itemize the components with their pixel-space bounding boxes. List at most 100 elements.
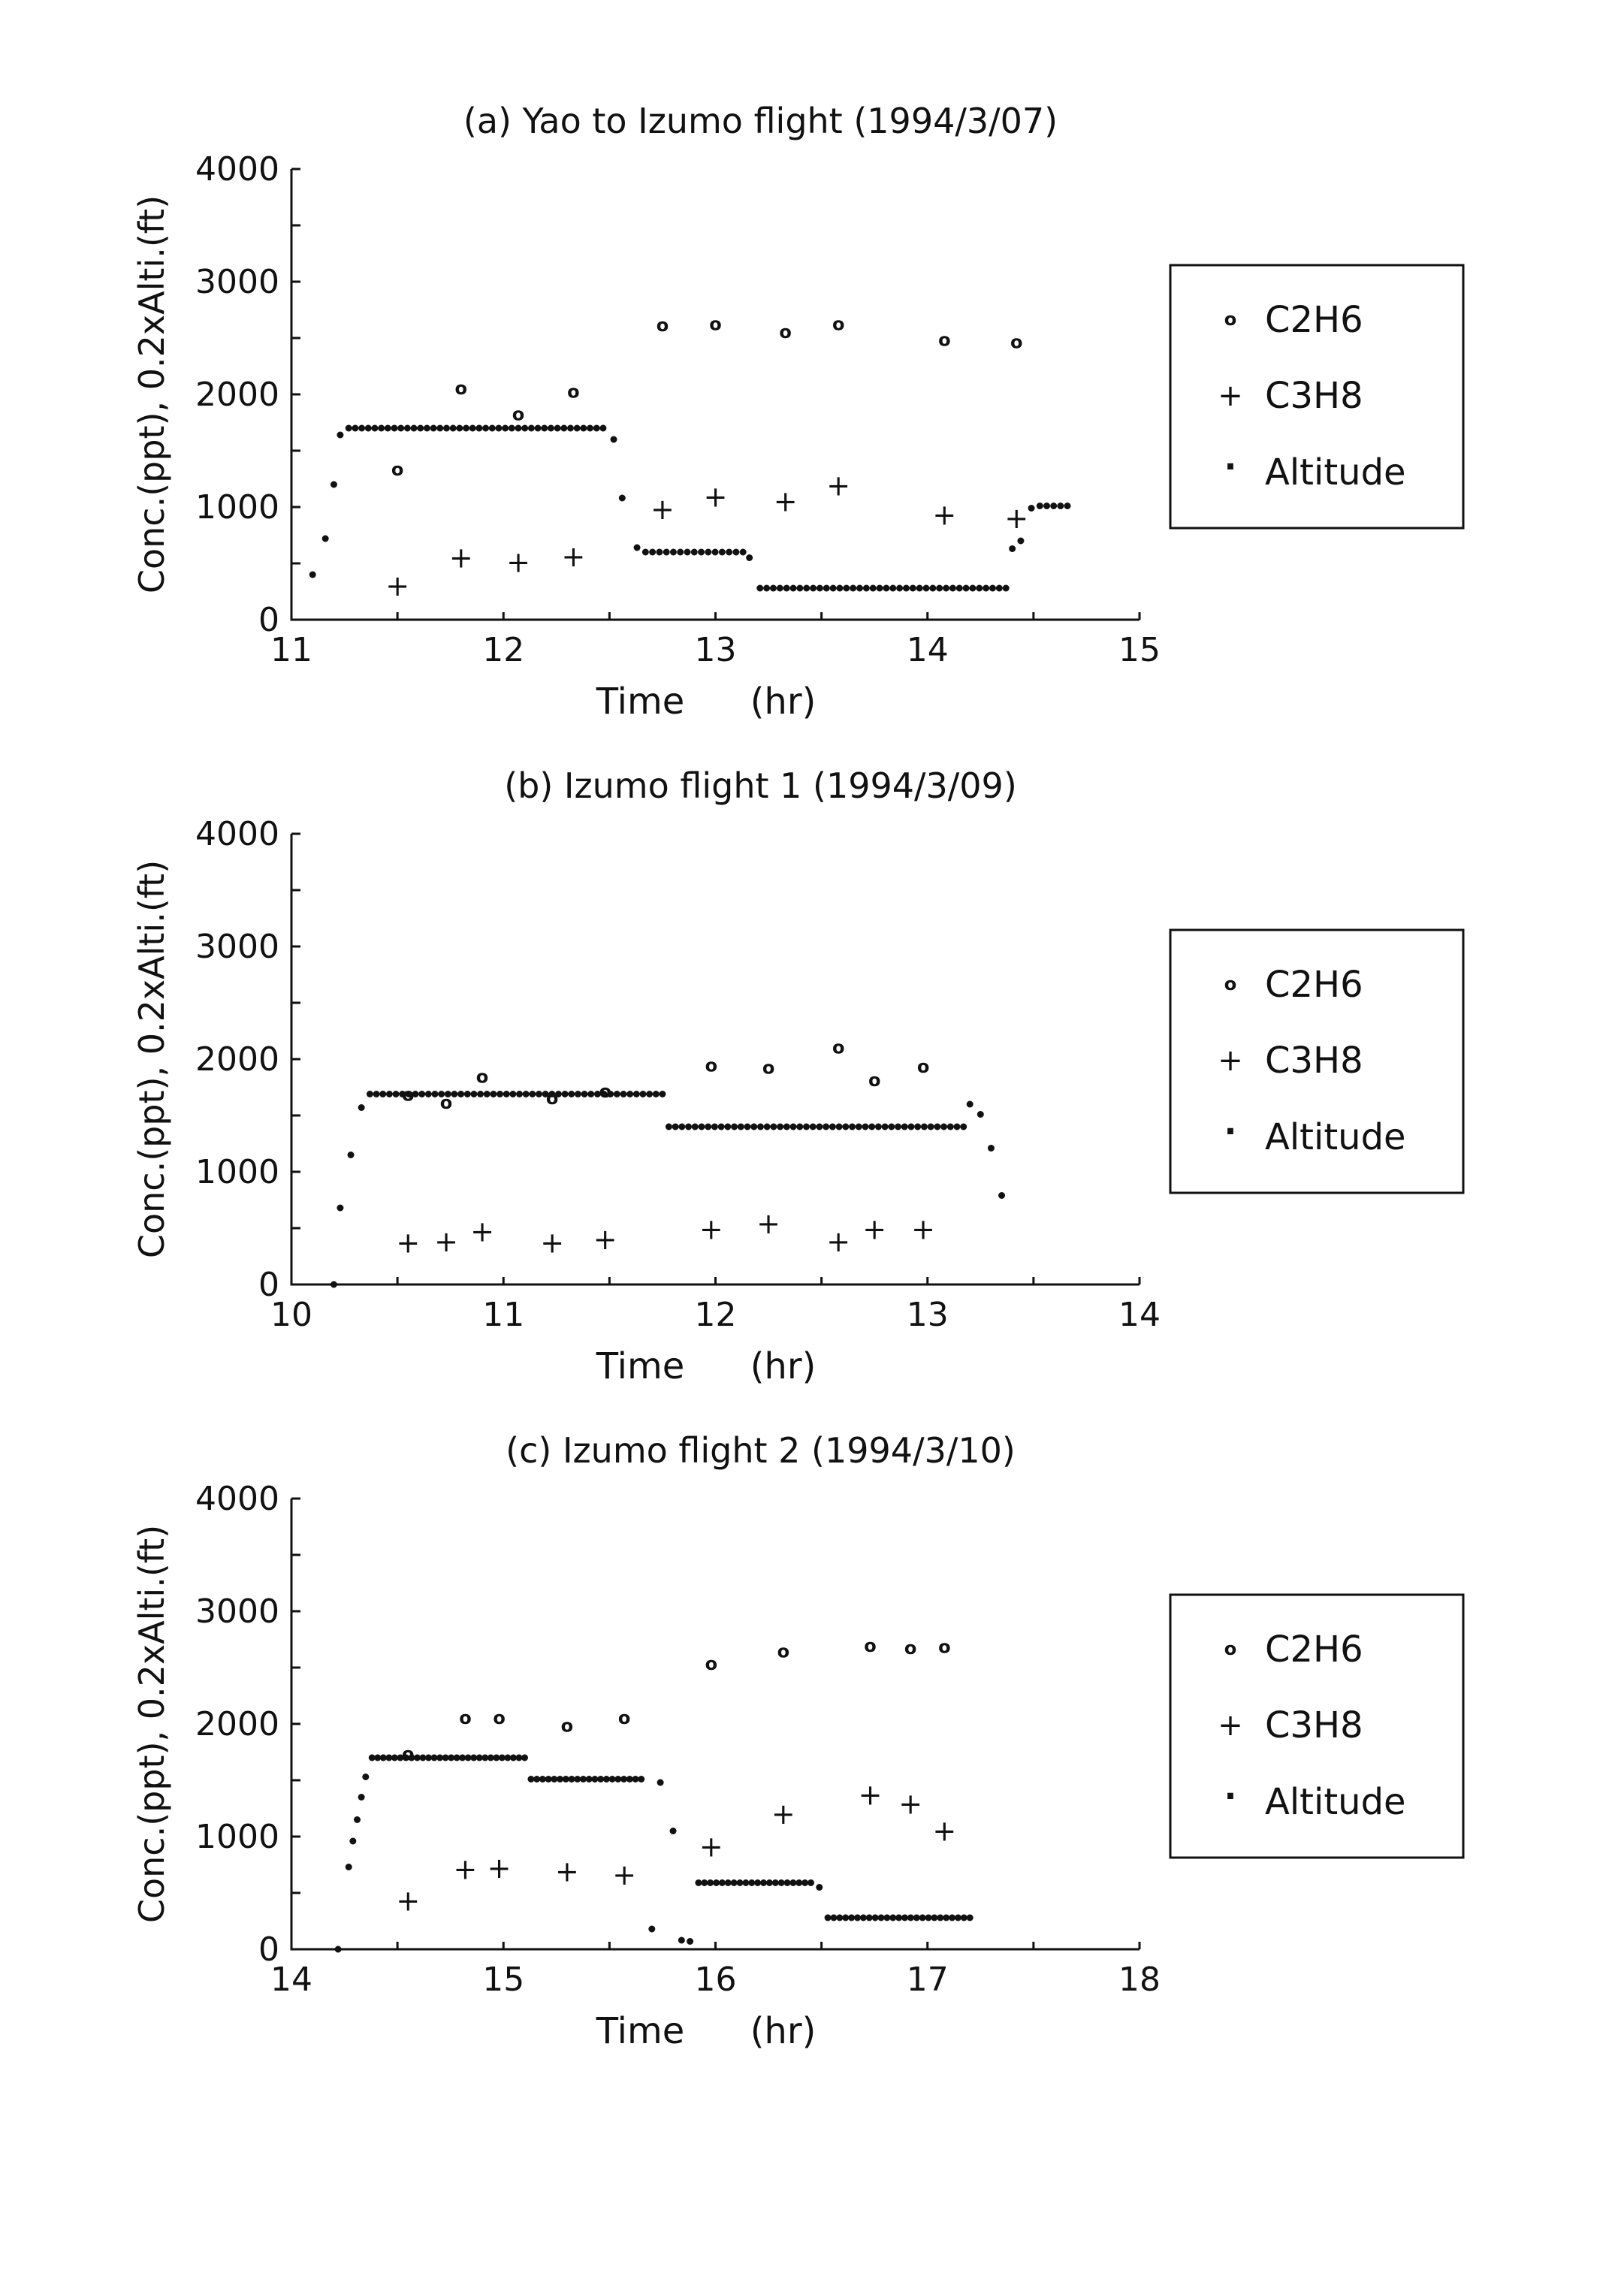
altitude-point	[801, 1879, 809, 1886]
altitude-point	[1064, 503, 1071, 509]
altitude-point	[962, 584, 970, 592]
altitude-point	[927, 1123, 934, 1130]
altitude-point	[925, 1914, 932, 1921]
altitude-point	[678, 1936, 685, 1944]
altitude-point	[677, 548, 684, 556]
c3h8-point: +	[756, 1207, 780, 1240]
altitude-point	[1043, 503, 1051, 509]
y-tick-labels: 0 1000 2000 3000 4000	[195, 815, 279, 1304]
altitude-point	[618, 494, 626, 502]
c2h6-point: o	[832, 1037, 845, 1058]
altitude-point	[347, 1152, 355, 1158]
c3h8-point: +	[385, 569, 409, 602]
c3h8-point: +	[826, 1225, 850, 1258]
altitude-point	[364, 424, 372, 432]
altitude-point	[902, 584, 910, 592]
c3h8-point: +	[506, 546, 530, 579]
altitude-point	[718, 1879, 726, 1886]
altitude-point	[678, 1123, 686, 1130]
altitude-point	[736, 1879, 744, 1886]
altitude-point	[830, 1914, 838, 1921]
altitude-point	[705, 548, 712, 556]
x-tick-label: 16	[695, 1961, 737, 1999]
altitude-point	[909, 584, 916, 592]
altitude-point	[685, 1123, 693, 1130]
altitude-point	[373, 1091, 380, 1097]
y-axis-label: Conc.(ppt), 0.2xAlti.(ft)	[131, 860, 172, 1258]
altitude-point	[684, 548, 691, 556]
altitude-point	[424, 1091, 432, 1097]
altitude-point	[895, 1123, 902, 1130]
y-axis-label: Conc.(ppt), 0.2xAlti.(ft)	[131, 195, 172, 593]
altitude-point	[534, 424, 542, 432]
x-tick-label: 17	[907, 1961, 949, 1999]
altitude-point	[632, 1776, 639, 1782]
altitude-point	[638, 1776, 645, 1782]
altitude-point	[718, 548, 726, 556]
c3h8-point: +	[699, 1831, 723, 1864]
altitude-point	[669, 548, 677, 556]
altitude-point	[989, 584, 996, 592]
ticks	[290, 832, 1141, 1286]
altitude-point	[469, 424, 476, 432]
altitude-point	[423, 424, 430, 432]
x-tick-labels: 14 15 16 17 18	[270, 1961, 1161, 1999]
altitude-point	[657, 1779, 664, 1786]
altitude-point	[557, 1776, 564, 1782]
altitude-point	[412, 1091, 419, 1097]
y-tick-label: 4000	[195, 1480, 279, 1518]
altitude-point	[459, 1754, 466, 1761]
altitude-point	[392, 1091, 400, 1097]
altitude-point	[587, 424, 594, 432]
altitude-point	[796, 584, 804, 592]
legend-label-altitude: Altitude	[1265, 1116, 1406, 1158]
altitude-point	[816, 1884, 823, 1891]
altitude-point	[403, 424, 411, 432]
legend-label-c2h6: C2H6	[1265, 1629, 1363, 1671]
altitude-point	[724, 1879, 732, 1886]
altitude-point	[477, 1091, 484, 1097]
altitude-point	[691, 1123, 699, 1130]
altitude-point	[599, 424, 607, 432]
altitude-point	[995, 584, 1003, 592]
x-tick-labels: 10 11 12 13 14	[270, 1296, 1161, 1334]
altitude-point	[701, 1879, 708, 1886]
altitude-point	[836, 1914, 844, 1921]
y-tick-labels: 0 1000 2000 3000 4000	[195, 1480, 279, 1969]
altitude-point	[408, 1754, 415, 1761]
altitude-point	[542, 1091, 549, 1097]
altitude-point	[789, 584, 797, 592]
altitude-point	[444, 1091, 451, 1097]
altitude-point	[610, 436, 617, 443]
altitude-point	[633, 544, 641, 551]
c2h6-point: o	[864, 1635, 877, 1656]
altitude-point	[626, 1091, 634, 1097]
altitude-point	[410, 424, 418, 432]
altitude-point	[391, 1754, 398, 1761]
altitude-point	[475, 424, 483, 432]
altitude-point	[955, 584, 963, 592]
altitude-point	[765, 1879, 773, 1886]
c3h8-point: +	[774, 485, 798, 518]
altitude-point	[648, 1925, 656, 1933]
altitude-point	[877, 1914, 885, 1921]
altitude-point	[632, 1091, 640, 1097]
c3h8-point: +	[859, 1779, 883, 1812]
altitude-point	[593, 424, 600, 432]
c2h6-point: o	[705, 1653, 718, 1674]
c3h8-point: +	[699, 1213, 723, 1246]
altitude-point	[776, 584, 783, 592]
x-tick-label: 14	[907, 631, 949, 669]
altitude-point	[321, 535, 329, 542]
c3h8-point: +	[470, 1215, 494, 1248]
c2h6-point: o	[762, 1058, 775, 1079]
c2h6-point: o	[832, 314, 845, 335]
x-tick-label: 13	[907, 1296, 949, 1334]
altitude-point	[789, 1879, 797, 1886]
x-axis-label-unit: (hr)	[750, 1345, 817, 1387]
altitude-point	[855, 1123, 862, 1130]
altitude-point	[397, 1754, 404, 1761]
altitude-point	[515, 1754, 523, 1761]
